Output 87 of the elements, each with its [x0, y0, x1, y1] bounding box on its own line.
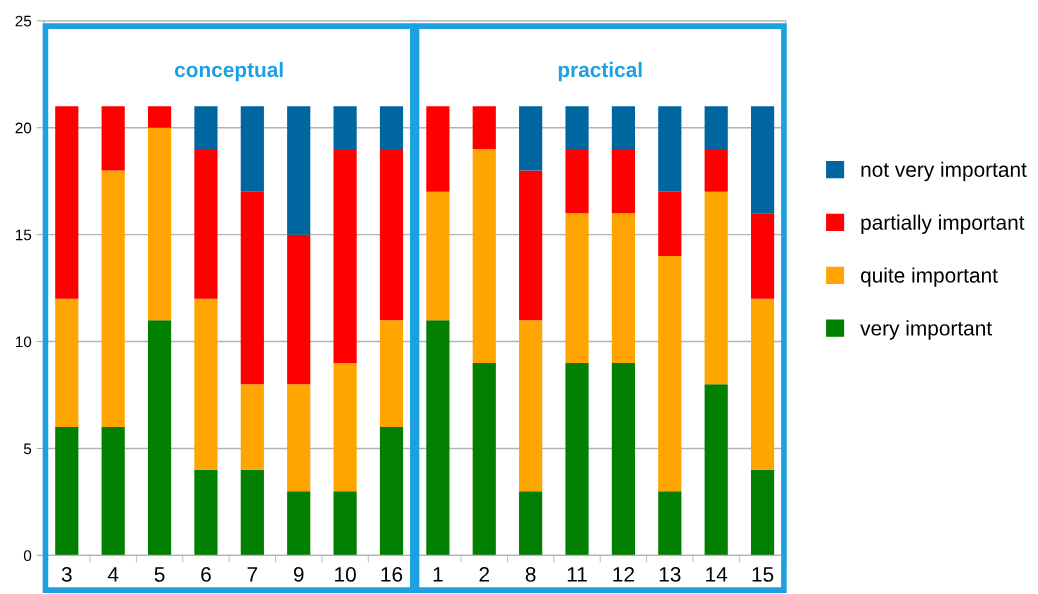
bar [55, 427, 79, 556]
x-tick-label: 12 [613, 567, 634, 582]
bar [333, 362, 357, 492]
x-tick-label: 6 [201, 567, 211, 582]
bar [287, 106, 311, 235]
bar [704, 384, 728, 556]
y-tick-label: 15 [15, 229, 32, 241]
y-tick-label: 0 [23, 550, 32, 562]
bar [194, 106, 218, 150]
bar [704, 106, 728, 150]
bar [611, 362, 636, 556]
bar [101, 427, 125, 556]
bar [658, 191, 682, 257]
bar [519, 170, 543, 321]
legend-label: not very important [861, 161, 1027, 182]
bar [565, 149, 589, 214]
y-tick-label: 10 [15, 336, 32, 348]
bar [519, 320, 543, 492]
x-tick-label: 3 [61, 567, 72, 582]
bar [379, 320, 404, 428]
x-tick-label: 4 [107, 567, 119, 582]
bar [750, 213, 775, 299]
bar [194, 298, 218, 470]
bar [472, 149, 496, 363]
x-tick-label: 1 [433, 567, 443, 582]
bar [287, 234, 311, 385]
legend-label: very important [860, 320, 992, 340]
bar [565, 213, 589, 363]
bar [101, 106, 125, 171]
x-tick-label: 11 [567, 567, 587, 582]
x-tick-label: 14 [706, 567, 728, 582]
bar [147, 320, 172, 556]
bar [658, 256, 682, 492]
bar [565, 106, 589, 150]
bar [750, 106, 775, 214]
bar [426, 320, 450, 556]
x-tick-label: 5 [154, 567, 165, 582]
x-tick-label: 13 [659, 567, 681, 582]
annotation: practical [558, 61, 642, 82]
bar [658, 106, 682, 192]
bar [658, 491, 682, 556]
bar [55, 106, 79, 299]
bar [611, 106, 636, 150]
bar [704, 149, 728, 192]
bar [147, 106, 172, 128]
x-tick-label: 15 [752, 567, 774, 582]
bar [611, 149, 636, 214]
bar [240, 191, 264, 385]
bar [426, 106, 450, 192]
bar [333, 149, 357, 363]
bar [333, 106, 357, 150]
bar [472, 362, 496, 556]
bar [333, 491, 357, 556]
bar [379, 106, 404, 150]
bar [287, 384, 311, 492]
y-tick-label: 20 [15, 122, 32, 134]
x-tick-label: 2 [479, 567, 490, 582]
legend-label: quite important [860, 267, 998, 287]
x-tick-label: 16 [381, 567, 403, 582]
bar [750, 298, 775, 470]
bar [519, 106, 543, 171]
bar [240, 384, 264, 470]
y-tick-label: 5 [23, 443, 32, 455]
bar [565, 362, 589, 556]
annotation: conceptual [174, 61, 283, 82]
bar [147, 127, 172, 321]
bar [472, 106, 496, 150]
bar [194, 149, 218, 299]
bar [240, 106, 264, 192]
bar [101, 170, 125, 428]
bar [704, 191, 728, 385]
x-tick-label: 10 [335, 567, 356, 582]
bar [426, 191, 450, 321]
y-tick-label: 25 [15, 15, 32, 27]
bar [379, 427, 404, 556]
bar [750, 469, 775, 556]
x-tick-label: 8 [525, 567, 536, 582]
x-tick-label: 7 [247, 567, 258, 582]
bar [519, 491, 543, 556]
bar [55, 298, 79, 428]
legend-label: partially important [861, 214, 1025, 234]
bar [287, 491, 311, 556]
bar [379, 149, 404, 321]
bar [611, 213, 636, 363]
x-tick-label: 9 [293, 567, 304, 582]
bar [194, 469, 218, 556]
bar [240, 469, 264, 556]
